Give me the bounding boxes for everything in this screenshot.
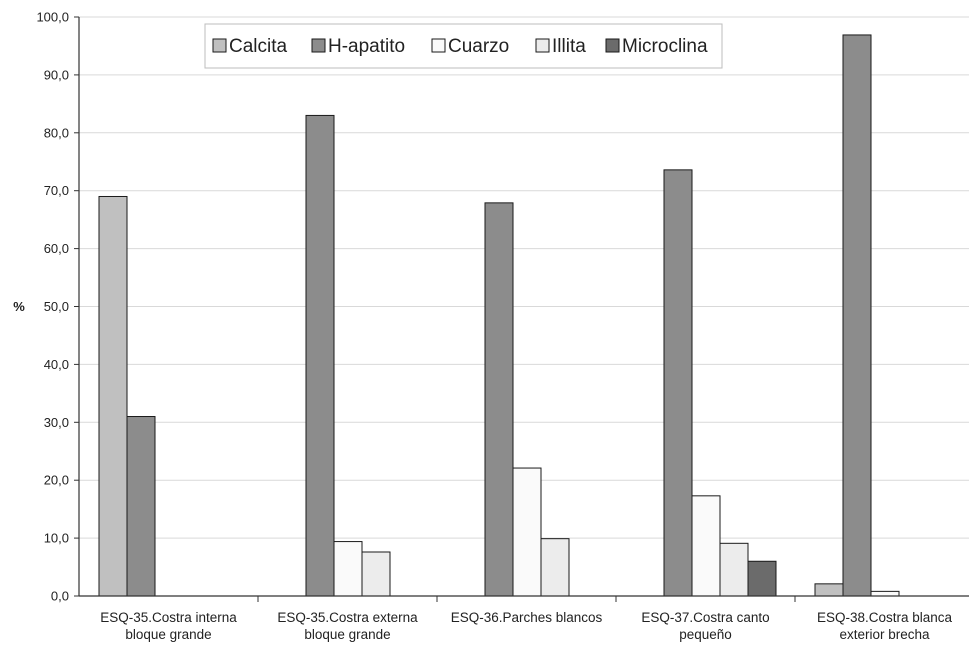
bars	[98, 34, 900, 597]
legend-swatch-h-apatito	[311, 38, 326, 53]
bar-cuarzo-5	[870, 590, 900, 597]
bar-h-apatito-1	[126, 416, 156, 597]
y-tick-label: 60,0	[44, 241, 69, 256]
bar-microclina-4	[747, 560, 777, 597]
bar-h-apatito-3	[484, 202, 514, 597]
legend-swatch-microclina	[605, 38, 620, 53]
x-category-label: bloque grande	[125, 627, 211, 642]
legend-box	[204, 23, 723, 69]
legend-label-microclina: Microclina	[622, 36, 708, 57]
bar-calcita-5	[814, 583, 844, 597]
legend-label-h-apatito: H-apatito	[328, 36, 405, 57]
bar-h-apatito-5	[842, 34, 872, 597]
bar-illita-2	[361, 551, 391, 597]
x-category-label: ESQ-35.Costra interna	[100, 610, 237, 625]
y-tick-label: 80,0	[44, 125, 69, 140]
x-category-label: ESQ-35.Costra externa	[277, 610, 418, 625]
y-tick-label: 30,0	[44, 415, 69, 430]
bar-illita-4	[719, 542, 749, 597]
bar-cuarzo-3	[512, 467, 542, 597]
bar-cuarzo-4	[691, 495, 721, 597]
y-tick-labels: 0,0 10,0 20,0 30,0 40,0 50,0 60,0 70,0 80,0 90,0 1…	[36, 10, 69, 604]
y-tick-label: 10,0	[44, 531, 69, 546]
legend-swatch-illita	[535, 38, 550, 53]
y-tick-label: 100,0	[36, 10, 69, 25]
y-tick-label: 90,0	[44, 67, 69, 82]
y-tick-label: 50,0	[44, 299, 69, 314]
x-category-label: ESQ-38.Costra blanca	[817, 610, 953, 625]
y-axis-label: %	[13, 299, 25, 314]
legend-swatch-calcita	[212, 38, 227, 53]
bar-h-apatito-4	[663, 169, 693, 597]
bar-calcita-1	[98, 195, 128, 597]
y-tick-label: 0,0	[51, 589, 69, 604]
y-tick-label: 20,0	[44, 473, 69, 488]
y-tick-label: 70,0	[44, 183, 69, 198]
y-tick-label: 40,0	[44, 357, 69, 372]
legend-label-illita: Illita	[552, 36, 586, 57]
x-category-label: exterior brecha	[839, 627, 930, 642]
gridlines	[74, 16, 969, 597]
bar-h-apatito-2	[305, 114, 335, 597]
bar-cuarzo-2	[333, 541, 363, 597]
x-category-label: bloque grande	[304, 627, 390, 642]
bar-illita-3	[540, 538, 570, 597]
legend: Calcita H-apatito Cuarzo Illita Microclina	[204, 23, 723, 69]
x-category-label: pequeño	[679, 627, 732, 642]
axes	[78, 17, 969, 602]
legend-label-calcita: Calcita	[229, 36, 288, 57]
x-category-labels: ESQ-35.Costra interna bloque grande ESQ-35…	[100, 610, 952, 642]
legend-label-cuarzo: Cuarzo	[448, 36, 509, 57]
legend-swatch-cuarzo	[431, 38, 446, 53]
x-category-label: ESQ-36.Parches blancos	[451, 610, 603, 625]
x-category-label: ESQ-37.Costra canto	[641, 610, 769, 625]
